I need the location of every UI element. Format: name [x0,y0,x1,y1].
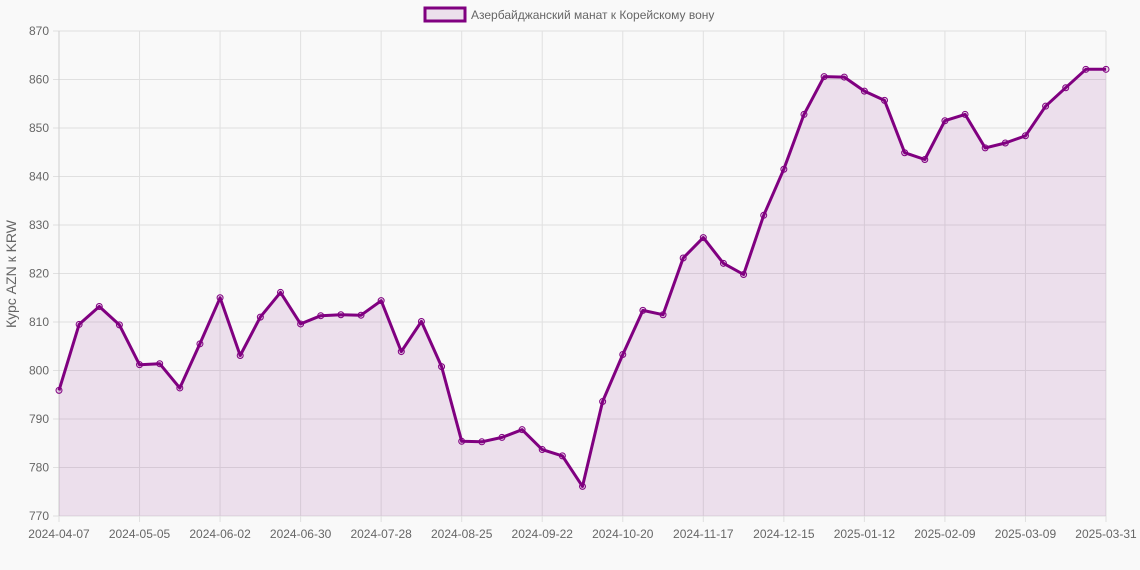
data-point[interactable] [397,348,405,356]
data-point[interactable] [860,87,868,95]
y-tick-label: 800 [29,364,49,378]
data-point[interactable] [760,211,768,219]
data-point[interactable] [136,361,144,369]
data-point[interactable] [558,452,566,460]
x-tick-label: 2025-03-09 [995,527,1057,541]
data-point[interactable] [1021,132,1029,140]
y-tick-label: 810 [29,315,49,329]
data-point[interactable] [458,437,466,445]
y-axis-title: Курс AZN к KRW [3,219,19,328]
data-point[interactable] [699,234,707,242]
x-tick-label: 2024-11-17 [673,527,734,541]
data-points [55,65,1110,490]
x-tick-label: 2024-06-30 [270,527,332,541]
data-point[interactable] [55,386,63,394]
y-tick-label: 830 [29,218,49,232]
data-point[interactable] [478,438,486,446]
x-tick-label: 2024-04-07 [28,527,90,541]
data-point[interactable] [579,482,586,490]
data-point[interactable] [438,363,446,371]
data-point[interactable] [921,156,929,164]
data-point[interactable] [840,73,848,81]
y-tick-label: 870 [29,24,49,38]
data-point[interactable] [75,320,83,328]
data-point[interactable] [941,117,949,125]
data-point[interactable] [881,96,889,104]
y-tick-label: 840 [29,170,49,184]
legend-swatch[interactable] [423,6,467,23]
data-point[interactable] [256,313,264,321]
y-tick-label: 770 [29,509,49,523]
data-line [57,67,1106,488]
data-point[interactable] [337,311,345,319]
data-point[interactable] [1082,65,1090,73]
data-point[interactable] [276,288,284,296]
data-point[interactable] [659,311,667,319]
data-point[interactable] [498,433,506,441]
y-tick-label: 820 [29,267,49,281]
data-point[interactable] [538,446,546,454]
data-point[interactable] [981,144,989,152]
x-tick-label: 2024-10-20 [592,527,654,541]
x-tick-label: 2024-06-02 [189,527,251,541]
x-tick-label: 2025-01-12 [834,527,896,541]
data-point[interactable] [216,294,224,302]
legend-label: Азербайджанский манат к Корейскому вону [471,8,714,22]
data-point[interactable] [800,110,808,118]
data-point[interactable] [679,254,687,262]
data-point[interactable] [115,321,123,329]
x-axis: 2024-04-07 2024-05-05 2024-06-02 2024-06-30… [28,527,1137,541]
data-point[interactable] [719,259,727,267]
data-point[interactable] [176,384,184,392]
data-point[interactable] [901,149,909,157]
x-tick-label: 2025-02-09 [914,527,976,541]
data-point[interactable] [619,350,627,358]
x-tick-label: 2025-03-31 [1075,527,1137,541]
data-point[interactable] [196,340,204,348]
data-point[interactable] [317,312,325,320]
data-point[interactable] [357,311,365,319]
data-point[interactable] [95,302,103,310]
data-point[interactable] [639,306,647,314]
data-point[interactable] [377,297,385,305]
y-tick-label: 790 [29,412,49,426]
grid-lines [53,30,1107,522]
x-tick-label: 2024-09-22 [512,527,574,541]
data-point[interactable] [1102,65,1110,73]
y-tick-label: 860 [29,73,49,87]
area-fill [59,69,1106,517]
data-point[interactable] [236,351,244,359]
data-point[interactable] [156,360,164,368]
data-point[interactable] [1042,102,1050,110]
data-point[interactable] [1062,84,1070,92]
x-tick-label: 2024-05-05 [109,527,171,541]
data-point[interactable] [740,270,748,278]
data-point[interactable] [780,165,788,173]
x-tick-label: 2024-08-25 [431,527,493,541]
data-point[interactable] [1001,139,1009,147]
data-point[interactable] [961,110,969,118]
y-tick-label: 850 [29,121,49,135]
data-point[interactable] [599,398,607,406]
y-tick-label: 780 [29,461,49,475]
data-point[interactable] [417,318,425,326]
data-point[interactable] [518,426,526,434]
y-axis: 770 780 790 800 810 820 830 840 850 860 870 [29,24,49,523]
data-point[interactable] [820,73,828,81]
data-point[interactable] [297,320,305,328]
legend[interactable]: Азербайджанский манат к Корейскому вону [423,6,714,23]
x-tick-label: 2024-12-15 [753,527,815,541]
x-tick-label: 2024-07-28 [350,527,412,541]
